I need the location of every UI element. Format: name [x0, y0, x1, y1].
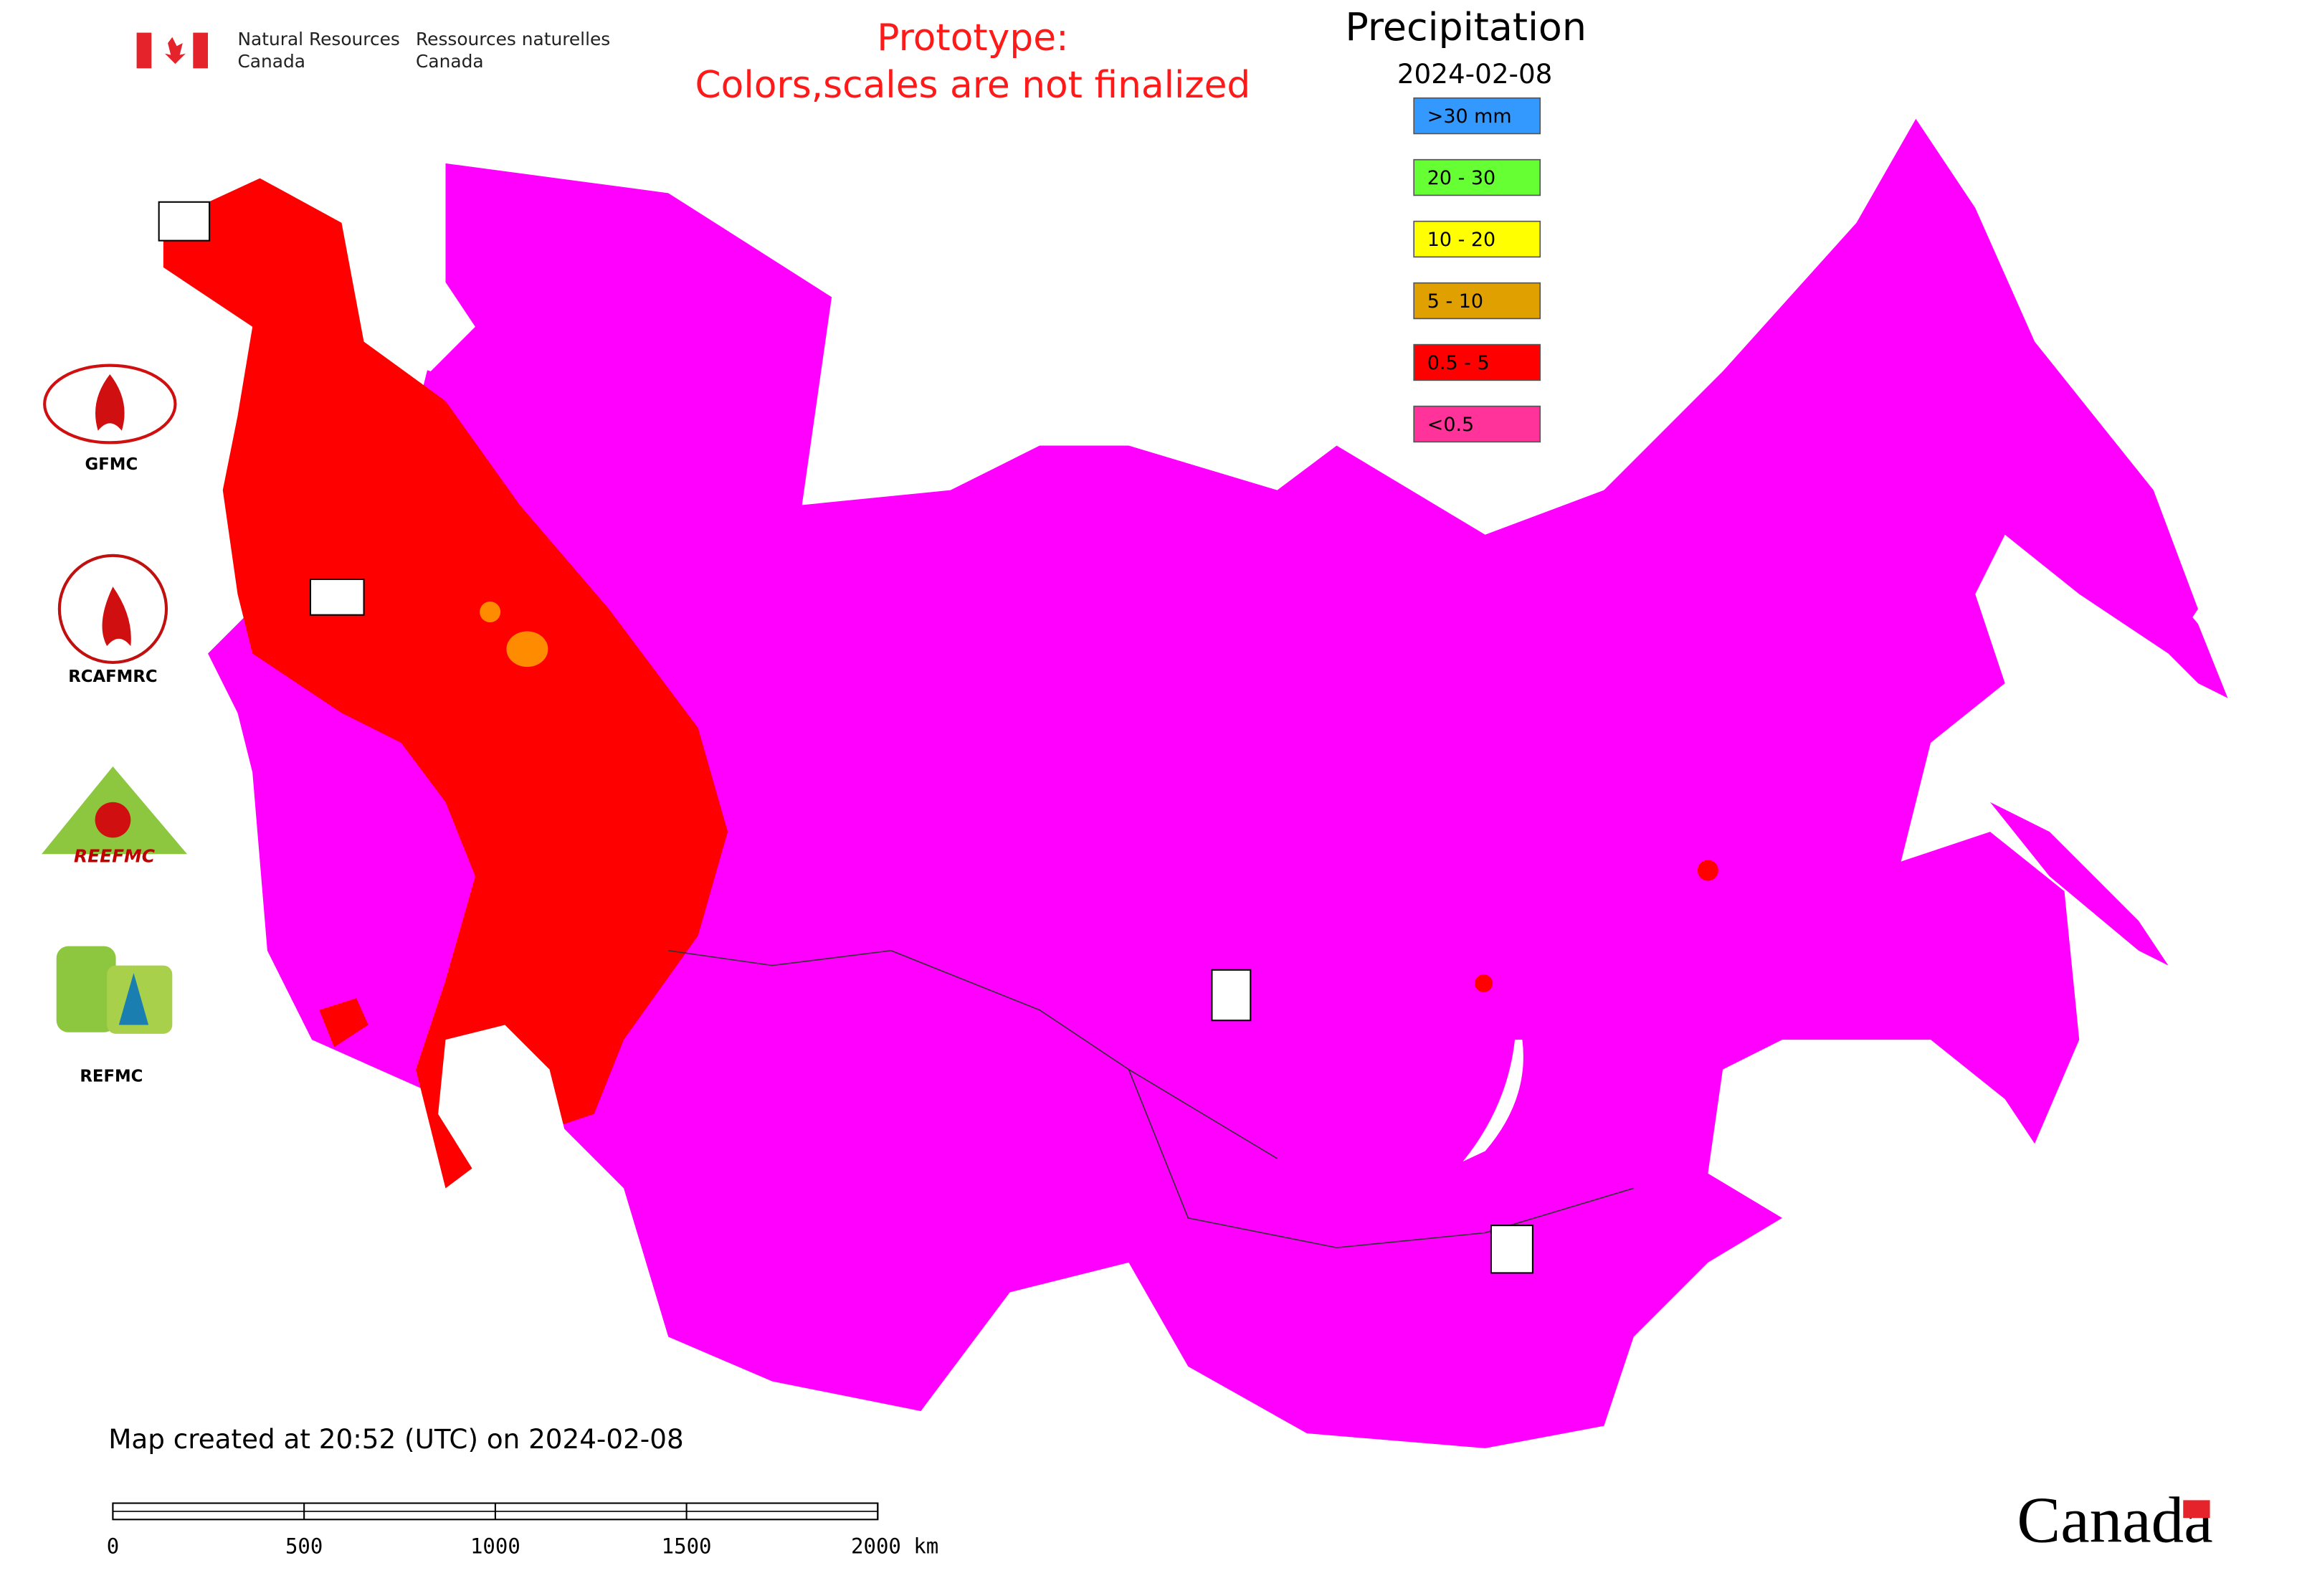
nrcan-logo: [136, 32, 209, 69]
logo-label: GFMC: [85, 455, 138, 474]
legend-swatch: [1413, 158, 1541, 196]
kamchatka: [1989, 371, 2228, 698]
scale-label: 2000 km: [851, 1534, 938, 1559]
land-low-precip: [208, 118, 2198, 1448]
map-icon: [309, 578, 365, 616]
agency-en: Natural Resources: [237, 29, 399, 49]
scale-label: 1500: [662, 1534, 712, 1559]
land-moderate-precip: [163, 178, 728, 1189]
sakhalin: [1989, 802, 2169, 966]
rcafmrc-logo: [57, 554, 168, 665]
legend-title: Precipitation: [1345, 4, 1587, 49]
legend-label: 5 - 10: [1427, 290, 1483, 313]
wordmark-flag: [2183, 1500, 2210, 1519]
legend-label: 20 - 30: [1427, 167, 1495, 189]
legend-date: 2024-02-08: [1397, 58, 1553, 90]
legend-swatch: [1413, 97, 1541, 135]
map-icon: [1490, 1225, 1533, 1274]
notice: Colors,scales are not finalized: [695, 64, 1251, 107]
map-icon: [1211, 969, 1252, 1022]
scale-bar: 0 500 1000 1500 2000 km: [107, 1502, 938, 1559]
red-spot: [1475, 974, 1493, 992]
legend-swatch: [1413, 220, 1541, 258]
white-sea: [371, 282, 475, 371]
caspian-sea: [438, 1025, 565, 1189]
notice: Prototype:: [877, 16, 1068, 60]
legend-swatch: [1413, 405, 1541, 443]
reefmc-logo: [42, 766, 188, 855]
gfmc-logo: [43, 364, 177, 445]
legend-label: <0.5: [1427, 414, 1474, 436]
legend: >30 mm 20 - 30 10 - 20 5 - 10 0.5 - 5 <0.5: [1413, 97, 1541, 443]
legend-label: 10 - 20: [1427, 229, 1495, 251]
orange-spot: [480, 602, 501, 623]
lake-baikal: [1462, 1040, 1523, 1162]
orange-spot: [506, 631, 548, 668]
legend-swatch: [1413, 343, 1541, 381]
map-icon: [158, 201, 211, 242]
created-note: Map created at 20:52 (UTC) on 2024-02-08: [108, 1423, 683, 1455]
red-spot: [1697, 860, 1718, 881]
agency-fr: Canada: [416, 51, 484, 72]
agency-fr: Ressources naturelles: [416, 29, 610, 49]
canada-wordmark: Canada: [2017, 1484, 2212, 1557]
scale-label: 0: [107, 1534, 119, 1559]
legend-swatch: [1413, 282, 1541, 320]
borders: [668, 950, 1635, 1249]
map: [163, 118, 2228, 1448]
scale-label: 500: [285, 1534, 323, 1559]
agency-en: Canada: [237, 51, 305, 72]
scale-label: 1000: [470, 1534, 520, 1559]
logo-text: REEFMC: [74, 845, 155, 866]
legend-label: 0.5 - 5: [1427, 352, 1490, 374]
crimea: [319, 998, 368, 1048]
refmc-logo: [56, 946, 173, 1034]
logo-label: RCAFMRC: [68, 668, 157, 686]
legend-label: >30 mm: [1427, 105, 1512, 128]
logo-label: REFMC: [80, 1067, 143, 1086]
